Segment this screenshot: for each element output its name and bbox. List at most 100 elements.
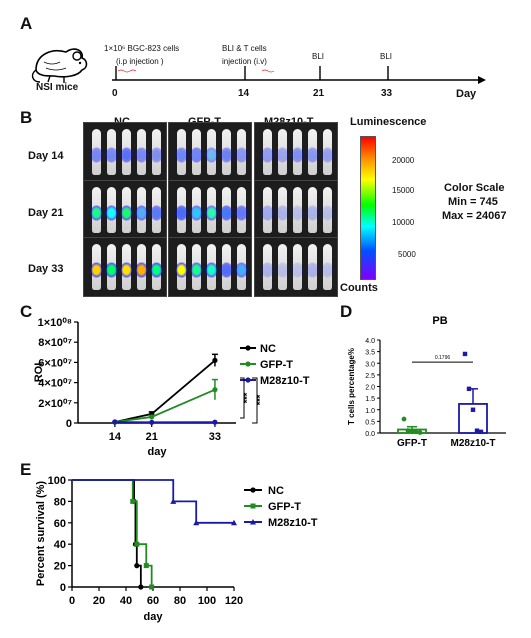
legend-marker xyxy=(250,503,256,509)
day-21-label: 21 xyxy=(313,88,325,99)
mouse-silhouette xyxy=(205,129,218,175)
x-axis-title: day xyxy=(148,446,168,458)
mouse-silhouette xyxy=(306,129,319,175)
event-3-label-1: BLI xyxy=(380,52,393,61)
y-axis-title: T cells percentage% xyxy=(347,348,356,425)
mouse-silhouette xyxy=(276,129,289,175)
luminescence-signal xyxy=(135,262,148,278)
chart-title: PB xyxy=(432,315,447,327)
luminescence-signal xyxy=(291,147,304,163)
y-axis-title: Percent survival (%) xyxy=(35,481,47,586)
mouse-silhouette xyxy=(175,187,188,233)
bli-image xyxy=(168,122,252,182)
colorbar-tick-15000: 15000 xyxy=(392,186,415,195)
luminescence-signal xyxy=(105,147,118,163)
x-tick-label: 21 xyxy=(146,431,158,443)
data-point xyxy=(212,357,218,363)
x-tick-label: 80 xyxy=(174,595,186,607)
mouse-silhouette xyxy=(190,187,203,233)
luminescence-signal xyxy=(175,262,188,278)
event-marker xyxy=(149,584,155,590)
row-label-day21: Day 21 xyxy=(28,207,64,219)
x-tick-label: 0 xyxy=(69,595,75,607)
mouse-silhouette xyxy=(235,244,248,290)
colorbar-tick-20000: 20000 xyxy=(392,156,415,165)
event-0-label-1: 1×10⁶ BGC-823 cells xyxy=(104,44,180,53)
mouse-silhouette xyxy=(291,244,304,290)
event-1-label-1: BLI & T cells xyxy=(222,44,267,53)
y-tick-label: 8×10⁰⁷ xyxy=(38,337,72,349)
y-axis-title: ROI xyxy=(33,363,45,383)
data-point xyxy=(417,430,423,435)
mouse-silhouette xyxy=(235,187,248,233)
row-label-day14: Day 14 xyxy=(28,150,64,162)
bli-image xyxy=(168,237,252,297)
luminescence-signal xyxy=(306,262,319,278)
colorbar-units: Counts xyxy=(340,282,378,294)
luminescence-signal xyxy=(306,205,319,221)
x-tick-label: 33 xyxy=(209,431,221,443)
colorbar-tick-5000: 5000 xyxy=(398,250,416,259)
mouse-silhouette xyxy=(276,244,289,290)
mouse-silhouette xyxy=(135,187,148,233)
event-0-label-2: (i.p injection ) xyxy=(116,57,164,66)
legend-label: M28z10-T xyxy=(260,375,310,387)
panel-label-d: D xyxy=(340,302,353,321)
legend-label: NC xyxy=(260,343,276,355)
event-2-label-1: BLI xyxy=(312,52,325,61)
legend-marker xyxy=(250,519,256,525)
legend-label: M28z10-T xyxy=(268,517,318,529)
y-tick-label: 2×10⁰⁷ xyxy=(38,398,72,410)
luminescence-signal xyxy=(105,205,118,221)
panel-label-b: B xyxy=(20,108,33,127)
data-point xyxy=(212,419,218,425)
mouse-silhouette xyxy=(175,244,188,290)
bli-image xyxy=(83,237,167,297)
significance-bracket xyxy=(240,377,245,419)
luminescence-signal xyxy=(105,262,118,278)
p-value-label: 0.1796 xyxy=(435,355,451,361)
data-point xyxy=(413,429,419,435)
mouse-silhouette xyxy=(321,187,334,233)
colorbar xyxy=(360,136,376,280)
event-marker xyxy=(193,519,200,526)
row-label-day33: Day 33 xyxy=(28,263,64,275)
luminescence-signal xyxy=(291,262,304,278)
y-tick-label: 6×10⁰⁷ xyxy=(38,357,72,369)
mouse-silhouette xyxy=(150,187,163,233)
y-tick-label: 4×10⁰⁷ xyxy=(38,378,72,390)
legend-marker xyxy=(245,345,251,351)
survival-curve xyxy=(72,479,234,524)
x-tick-label: 120 xyxy=(225,595,243,607)
data-point xyxy=(462,351,468,357)
legend-label: GFP-T xyxy=(268,501,301,513)
x-tick-label: 100 xyxy=(198,595,216,607)
y-tick-label: 100 xyxy=(48,475,66,487)
luminescence-signal xyxy=(235,262,248,278)
mouse-silhouette xyxy=(291,187,304,233)
timeline-axis-label: Day xyxy=(456,88,477,100)
luminescence-signal xyxy=(190,262,203,278)
luminescence-signal xyxy=(120,262,133,278)
luminescence-signal xyxy=(276,147,289,163)
series-line xyxy=(114,359,216,423)
luminescence-signal xyxy=(220,147,233,163)
mouse-silhouette xyxy=(120,244,133,290)
x-tick-label: 60 xyxy=(147,595,159,607)
y-tick-label: 0.0 xyxy=(365,431,375,438)
mouse-silhouette xyxy=(90,129,103,175)
luminescence-signal xyxy=(150,147,163,163)
data-point xyxy=(466,386,472,392)
color-scale-min: Min = 745 xyxy=(448,196,498,208)
luminescence-signal xyxy=(220,205,233,221)
data-point xyxy=(474,428,480,433)
luminescence-signal xyxy=(306,147,319,163)
panel-label-e: E xyxy=(20,460,32,479)
event-marker xyxy=(130,498,136,504)
bli-image xyxy=(83,180,167,240)
color-scale-max: Max = 24067 xyxy=(442,210,507,222)
mouse-silhouette xyxy=(120,129,133,175)
event-marker xyxy=(231,519,237,526)
mouse-silhouette xyxy=(261,187,274,233)
luminescence-signal xyxy=(276,262,289,278)
